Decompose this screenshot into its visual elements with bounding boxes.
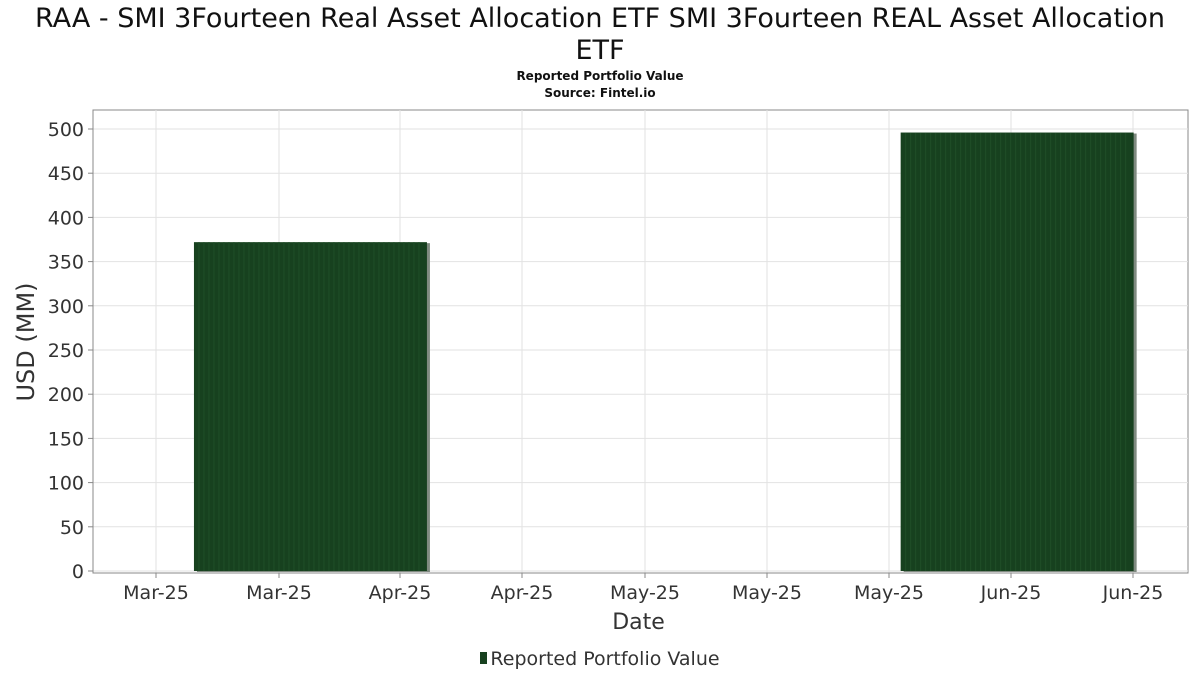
y-tick-label: 400 bbox=[48, 207, 84, 229]
chart-title-line-1: RAA - SMI 3Fourteen Real Asset Allocatio… bbox=[34, 3, 1166, 34]
y-tick-label: 350 bbox=[48, 252, 84, 274]
y-tick-label: 300 bbox=[48, 296, 84, 318]
x-tick-label: May-25 bbox=[732, 582, 802, 604]
y-tick-label: 50 bbox=[60, 517, 84, 539]
chart-subtitle: Reported Portfolio Value bbox=[516, 69, 684, 83]
y-tick-label: 0 bbox=[72, 561, 84, 583]
chart-source: Source: Fintel.io bbox=[544, 86, 656, 100]
chart-title: RAA - SMI 3Fourteen Real Asset Allocatio… bbox=[0, 3, 1200, 67]
legend-swatch bbox=[480, 651, 488, 664]
chart-title-line-2: ETF bbox=[575, 35, 625, 66]
x-tick-label: Apr-25 bbox=[369, 582, 432, 604]
legend-label: Reported Portfolio Value bbox=[490, 648, 720, 670]
x-tick-label: May-25 bbox=[854, 582, 924, 604]
x-tick-label: Mar-25 bbox=[123, 582, 189, 604]
bar bbox=[900, 132, 1134, 571]
x-tick-label: Apr-25 bbox=[491, 582, 554, 604]
x-tick-label: Mar-25 bbox=[246, 582, 312, 604]
x-tick-label: Jun-25 bbox=[980, 582, 1042, 604]
y-tick-label: 100 bbox=[48, 473, 84, 495]
y-tick-label: 200 bbox=[48, 384, 84, 406]
x-tick-label: Jun-25 bbox=[1102, 582, 1164, 604]
x-axis-title: Date bbox=[612, 610, 665, 635]
y-tick-label: 450 bbox=[48, 163, 84, 185]
y-tick-label: 250 bbox=[48, 340, 84, 362]
x-tick-label: May-25 bbox=[610, 582, 680, 604]
bar bbox=[193, 242, 427, 572]
y-tick-label: 500 bbox=[48, 119, 84, 141]
y-axis-title: USD (MM) bbox=[12, 282, 40, 401]
y-tick-label: 150 bbox=[48, 428, 84, 450]
legend: Reported Portfolio Value bbox=[0, 648, 1200, 670]
